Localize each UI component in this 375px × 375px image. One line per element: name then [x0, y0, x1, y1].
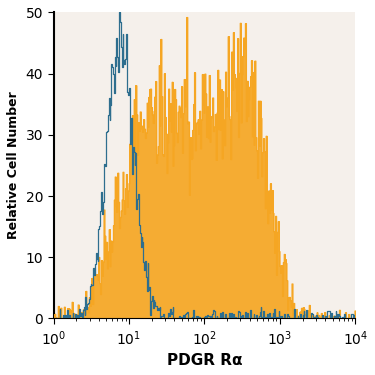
- X-axis label: PDGR Rα: PDGR Rα: [167, 353, 242, 368]
- Y-axis label: Relative Cell Number: Relative Cell Number: [7, 92, 20, 239]
